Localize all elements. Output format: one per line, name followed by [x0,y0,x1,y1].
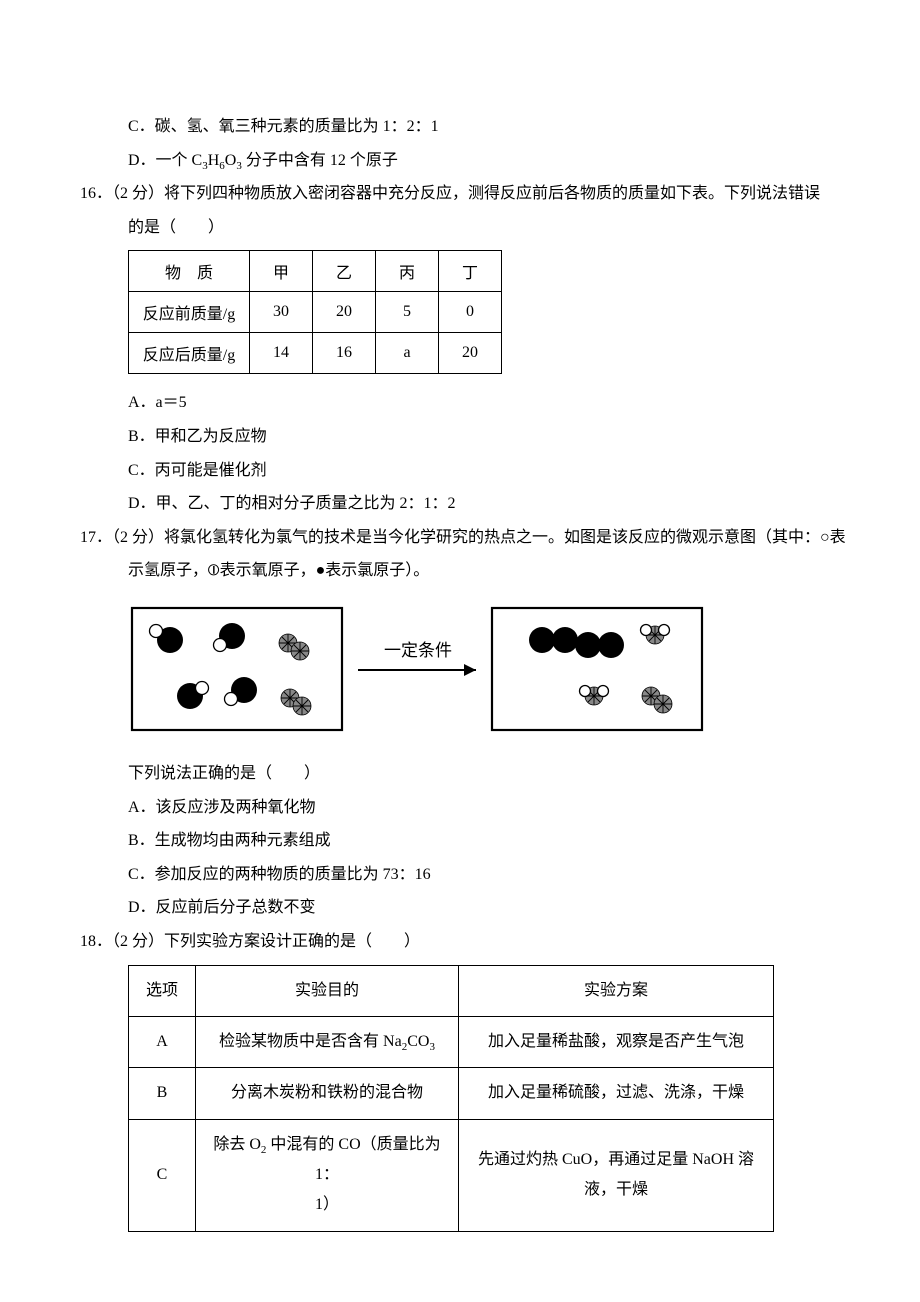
cell: 检验某物质中是否含有 Na2CO3 [196,1016,459,1067]
right-box [492,608,702,730]
cell: 0 [439,292,502,333]
reaction-svg: 一定条件 [128,600,708,740]
cell: 20 [439,333,502,374]
table-row: B 分离木炭粉和铁粉的混合物 加入足量稀硫酸，过滤、洗涤，干燥 [129,1068,774,1119]
cell: 20 [313,292,376,333]
q17-stem-line2: 示氢原子，⦶表示氧原子，●表示氯原子）。 [80,554,840,588]
table-row: 选项 实验目的 实验方案 [129,965,774,1016]
q16-option-c: C．丙可能是催化剂 [80,454,840,488]
cell: 反应前质量/g [129,292,250,333]
q17-diagram: 一定条件 [128,600,840,745]
q16-table: 物 质 甲 乙 丙 丁 反应前质量/g 30 20 5 0 反应后质量/g 14… [128,250,502,374]
cell: 甲 [250,251,313,292]
arrow-head [464,664,476,676]
q18-stem: 18．（2 分）下列实验方案设计正确的是（ ） [80,925,840,959]
q17-option-a: A．该反应涉及两种氧化物 [80,791,840,825]
cell: 16 [313,333,376,374]
cell: 物 质 [129,251,250,292]
cell: 除去 O2 中混有的 CO（质量比为 1：1） [196,1119,459,1231]
cell: 先通过灼热 CuO，再通过足量 NaOH 溶液，干燥 [459,1119,774,1231]
table-row: 物 质 甲 乙 丙 丁 [129,251,502,292]
q15-option-c: C．碳、氢、氧三种元素的质量比为 1：2：1 [80,110,840,144]
cell: 反应后质量/g [129,333,250,374]
o-atom [291,642,309,660]
table-row: 反应后质量/g 14 16 a 20 [129,333,502,374]
q17-option-c: C．参加反应的两种物质的质量比为 73：16 [80,858,840,892]
q15-option-d: D．一个 C3H6O3 分子中含有 12 个原子 [80,144,840,178]
table-row: 反应前质量/g 30 20 5 0 [129,292,502,333]
q16-stem-line1: 16．（2 分）将下列四种物质放入密闭容器中充分反应，测得反应前后各物质的质量如… [80,177,840,211]
o-atom [654,695,672,713]
o-atom [293,697,311,715]
q16-option-a: A．a＝5 [80,386,840,420]
cell: 实验方案 [459,965,774,1016]
cell: 5 [376,292,439,333]
q16-option-b: B．甲和乙为反应物 [80,420,840,454]
table-row: C 除去 O2 中混有的 CO（质量比为 1：1） 先通过灼热 CuO，再通过足… [129,1119,774,1231]
q18-table: 选项 实验目的 实验方案 A 检验某物质中是否含有 Na2CO3 加入足量稀盐酸… [128,965,774,1232]
cell: 加入足量稀盐酸，观察是否产生气泡 [459,1016,774,1067]
cell: 14 [250,333,313,374]
cell: 乙 [313,251,376,292]
q17-option-d: D．反应前后分子总数不变 [80,891,840,925]
q16-stem-line2: 的是（ ） [80,211,840,245]
q16-option-d: D．甲、乙、丁的相对分子质量之比为 2：1：2 [80,487,840,521]
cell: 丙 [376,251,439,292]
cell: B [129,1068,196,1119]
cell: 加入足量稀硫酸，过滤、洗涤，干燥 [459,1068,774,1119]
q17-mid: 下列说法正确的是（ ） [80,757,840,791]
cell: A [129,1016,196,1067]
exam-page: C．碳、氢、氧三种元素的质量比为 1：2：1 D．一个 C3H6O3 分子中含有… [0,0,920,1292]
cell: 丁 [439,251,502,292]
cell: C [129,1119,196,1231]
cell: a [376,333,439,374]
cell: 30 [250,292,313,333]
q17-option-b: B．生成物均由两种元素组成 [80,824,840,858]
q17-stem-line1: 17．（2 分）将氯化氢转化为氯气的技术是当今化学研究的热点之一。如图是该反应的… [80,521,840,555]
cell: 选项 [129,965,196,1016]
cell: 分离木炭粉和铁粉的混合物 [196,1068,459,1119]
table-row: A 检验某物质中是否含有 Na2CO3 加入足量稀盐酸，观察是否产生气泡 [129,1016,774,1067]
cell: 实验目的 [196,965,459,1016]
arrow-label: 一定条件 [384,641,452,660]
